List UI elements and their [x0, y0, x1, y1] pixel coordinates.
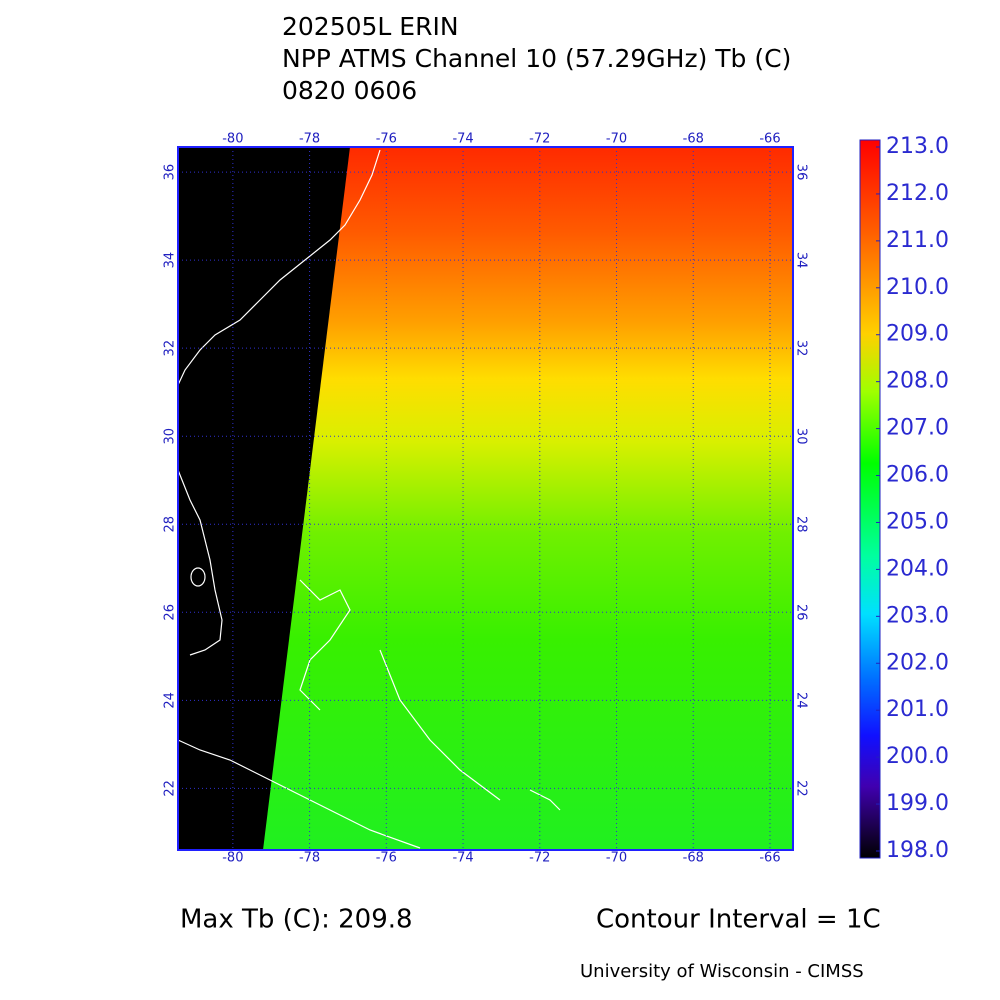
- colorbar-label: 213.0: [886, 134, 949, 159]
- coastline: [177, 149, 561, 849]
- colorbar-label: 202.0: [886, 650, 949, 675]
- colorbar-label: 209.0: [886, 322, 949, 347]
- max-tb: Max Tb (C): 209.8: [180, 905, 413, 935]
- y-tick-label: 24: [794, 692, 809, 709]
- x-tick-label: -76: [376, 851, 397, 866]
- colorbar-label: 200.0: [886, 744, 949, 769]
- x-tick-label: -66: [759, 851, 780, 866]
- title-line: NPP ATMS Channel 10 (57.29GHz) Tb (C): [282, 44, 791, 73]
- y-tick-label: 28: [163, 516, 178, 533]
- colorbar-label: 203.0: [886, 603, 949, 628]
- x-tick-label: -80: [222, 132, 243, 147]
- colorbar-label: 201.0: [886, 697, 949, 722]
- contour-interval: Contour Interval = 1C: [596, 905, 881, 935]
- colorbar-label: 204.0: [886, 556, 949, 581]
- x-tick-label: -74: [452, 851, 473, 866]
- x-tick-label: -66: [759, 132, 780, 147]
- title-line: 202505L ERIN: [282, 12, 459, 41]
- colorbar-label: 212.0: [886, 181, 949, 206]
- colorbar: [859, 139, 881, 859]
- x-tick-label: -78: [299, 851, 320, 866]
- y-tick-label: 24: [163, 692, 178, 709]
- x-tick-label: -68: [683, 851, 704, 866]
- swath: [263, 147, 793, 850]
- colorbar-label: 205.0: [886, 509, 949, 534]
- x-tick-label: -70: [606, 851, 627, 866]
- y-tick-label: 32: [163, 340, 178, 357]
- y-tick-label: 30: [794, 428, 809, 445]
- colorbar-label: 208.0: [886, 369, 949, 394]
- x-tick-label: -72: [529, 851, 550, 866]
- x-tick-label: -78: [299, 132, 320, 147]
- colorbar-label: 211.0: [886, 228, 949, 253]
- colorbar-label: 198.0: [886, 838, 949, 863]
- x-tick-label: -68: [683, 132, 704, 147]
- colorbar-label: 207.0: [886, 416, 949, 441]
- y-tick-label: 28: [794, 516, 809, 533]
- y-tick-label: 30: [163, 428, 178, 445]
- x-tick-label: -74: [452, 132, 473, 147]
- y-tick-label: 34: [163, 252, 178, 269]
- x-tick-label: -80: [222, 851, 243, 866]
- colorbar-label: 210.0: [886, 275, 949, 300]
- y-tick-label: 36: [794, 164, 809, 181]
- credit: University of Wisconsin - CIMSS: [580, 961, 864, 982]
- map-frame: [177, 146, 794, 851]
- y-tick-label: 22: [163, 780, 178, 797]
- title-line: 0820 0606: [282, 76, 417, 105]
- y-tick-label: 36: [163, 164, 178, 181]
- y-tick-label: 32: [794, 340, 809, 357]
- x-tick-label: -70: [606, 132, 627, 147]
- y-tick-label: 34: [794, 252, 809, 269]
- colorbar-label: 206.0: [886, 463, 949, 488]
- colorbar-label: 199.0: [886, 791, 949, 816]
- y-tick-label: 26: [163, 604, 178, 621]
- y-tick-label: 26: [794, 604, 809, 621]
- x-tick-label: -76: [376, 132, 397, 147]
- y-tick-label: 22: [794, 780, 809, 797]
- x-tick-label: -72: [529, 132, 550, 147]
